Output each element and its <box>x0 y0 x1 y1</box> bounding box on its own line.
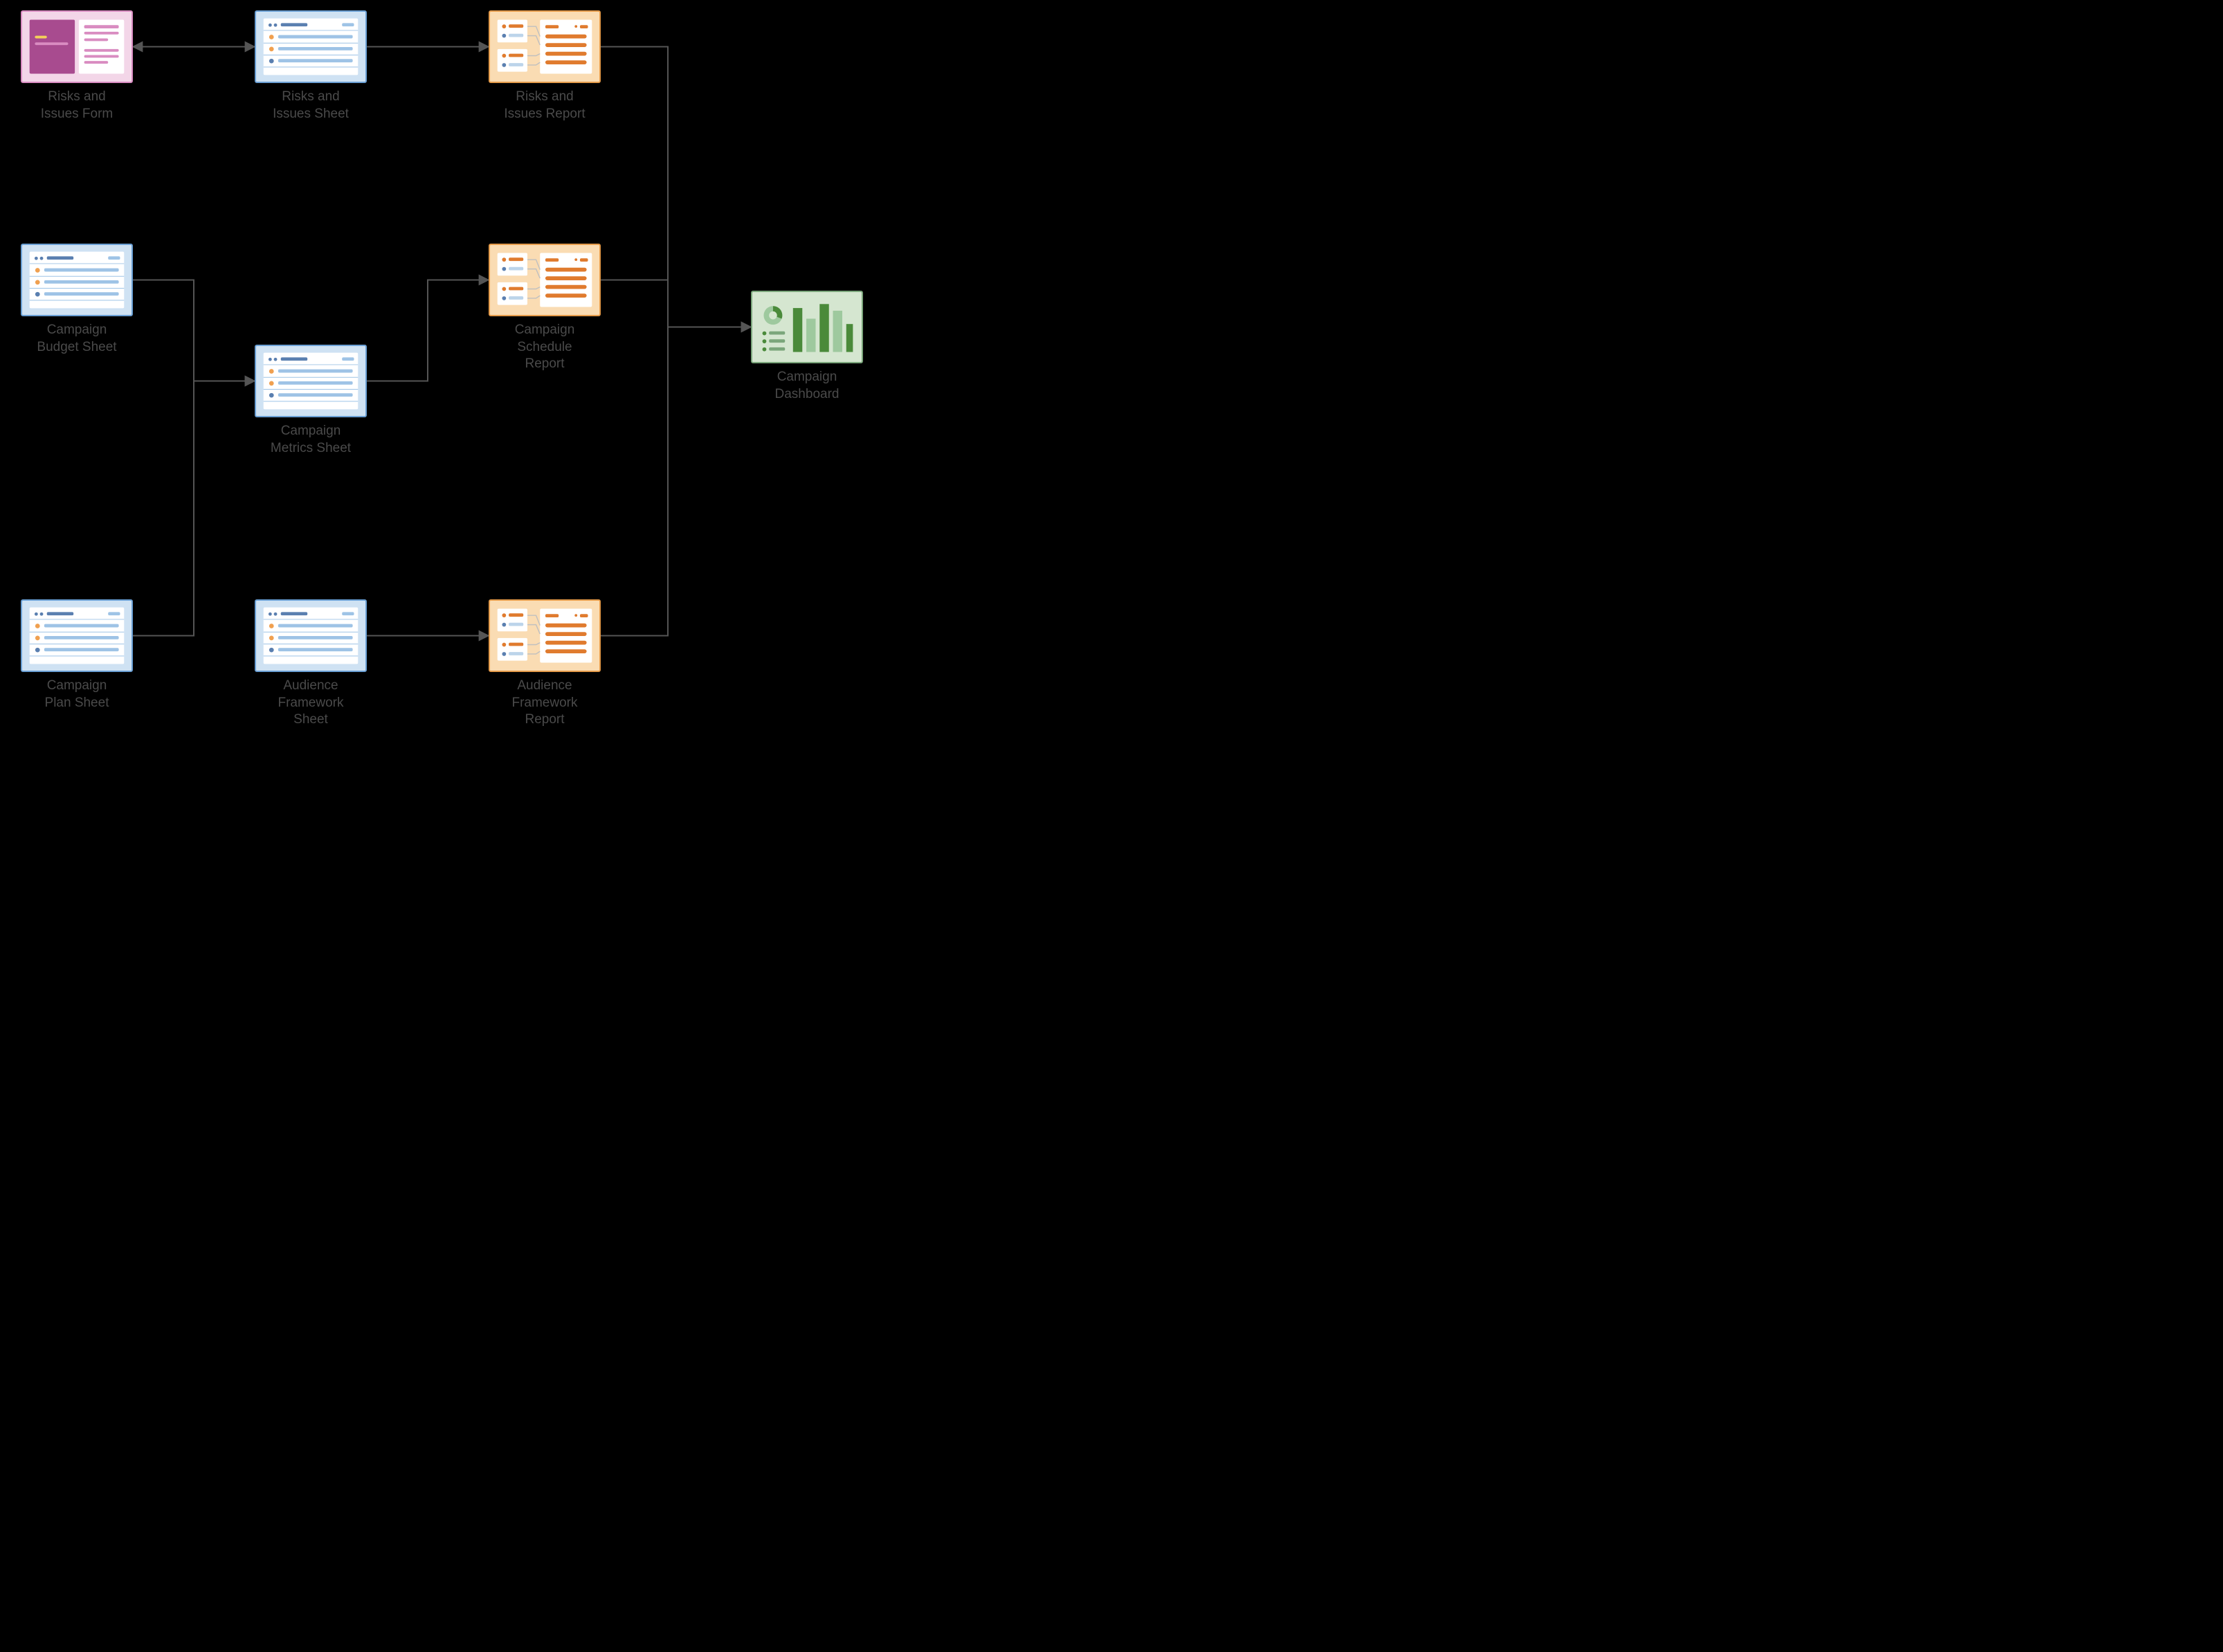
node-plan-sheet: Campaign Plan Sheet <box>21 599 133 711</box>
sheet-icon <box>255 599 367 672</box>
node-metrics-sheet: Campaign Metrics Sheet <box>255 345 367 457</box>
connector-arrow <box>367 280 489 381</box>
sheet-icon <box>21 599 133 672</box>
node-label: Campaign Budget Sheet <box>37 322 116 356</box>
node-label: Campaign Dashboard <box>775 369 840 403</box>
node-audience-report: Audience Framework Report <box>489 599 601 729</box>
report-icon <box>489 599 601 672</box>
node-risks-form: Risks and Issues Form <box>21 10 133 122</box>
connector-arrow <box>601 47 751 327</box>
sheet-icon <box>21 244 133 316</box>
report-icon <box>489 10 601 83</box>
connector-arrow <box>601 280 751 327</box>
dashboard-icon <box>751 291 863 363</box>
node-schedule-report: Campaign Schedule Report <box>489 244 601 373</box>
node-label: Audience Framework Report <box>511 678 577 729</box>
form-icon <box>21 10 133 83</box>
connector-arrow <box>133 381 255 636</box>
node-label: Campaign Metrics Sheet <box>271 423 351 457</box>
node-budget-sheet: Campaign Budget Sheet <box>21 244 133 356</box>
node-dashboard: Campaign Dashboard <box>751 291 863 403</box>
node-label: Risks and Issues Sheet <box>273 89 349 122</box>
node-label: Risks and Issues Form <box>41 89 114 122</box>
node-risks-sheet: Risks and Issues Sheet <box>255 10 367 122</box>
connector-arrow <box>601 327 751 636</box>
node-label: Campaign Plan Sheet <box>45 678 109 711</box>
node-risks-report: Risks and Issues Report <box>489 10 601 122</box>
node-audience-sheet: Audience Framework Sheet <box>255 599 367 729</box>
sheet-icon <box>255 10 367 83</box>
node-label: Risks and Issues Report <box>504 89 585 122</box>
node-label: Audience Framework Sheet <box>278 678 343 729</box>
report-icon <box>489 244 601 316</box>
node-label: Campaign Schedule Report <box>515 322 575 373</box>
diagram-canvas: Risks and Issues Form Risks and Issues S… <box>0 0 1063 790</box>
sheet-icon <box>255 345 367 417</box>
connector-arrow <box>133 280 255 381</box>
